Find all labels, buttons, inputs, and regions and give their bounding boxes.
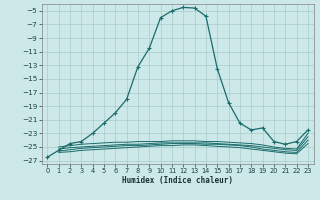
- X-axis label: Humidex (Indice chaleur): Humidex (Indice chaleur): [122, 176, 233, 185]
